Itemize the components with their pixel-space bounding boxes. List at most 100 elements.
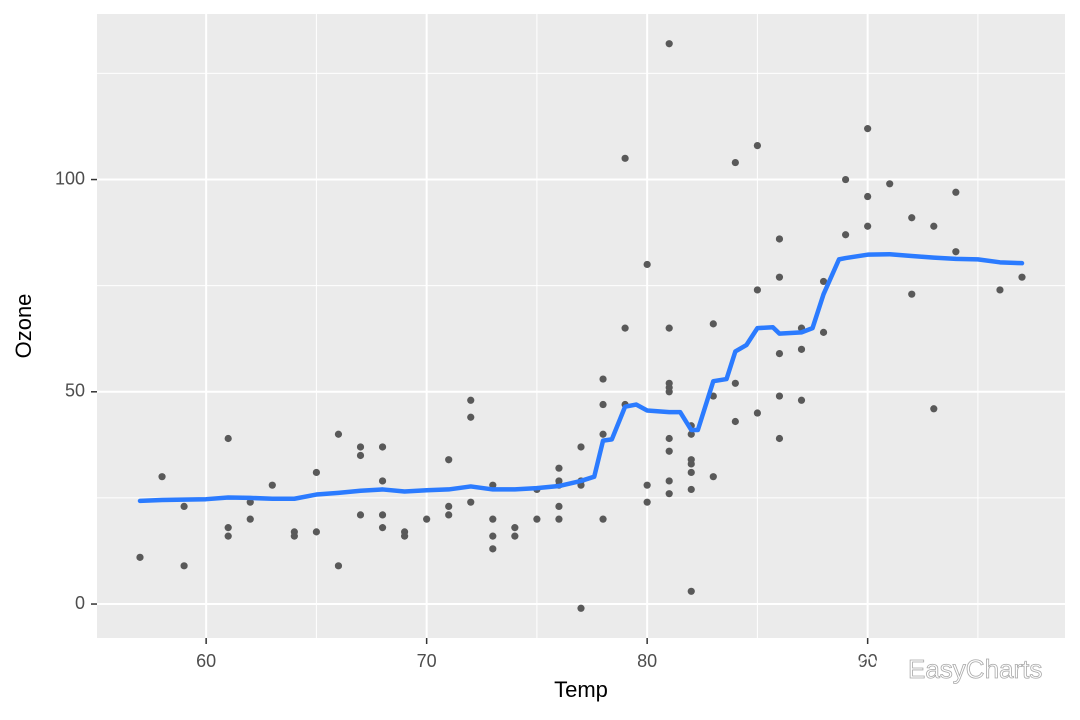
watermark-text: EasyCharts: [908, 654, 1042, 684]
x-tick-label: 70: [417, 651, 437, 671]
watermark-icon: [873, 665, 895, 687]
point: [775, 349, 784, 358]
point: [819, 277, 828, 286]
point: [599, 515, 607, 523]
point: [797, 345, 806, 353]
point: [312, 468, 320, 477]
point: [445, 456, 453, 464]
point: [511, 532, 519, 540]
point: [268, 481, 276, 489]
point: [290, 532, 298, 540]
point: [753, 286, 762, 294]
point: [577, 443, 585, 451]
point: [378, 524, 387, 532]
point: [158, 473, 166, 481]
point: [511, 524, 519, 532]
point: [930, 222, 938, 230]
point: [665, 324, 673, 332]
point: [996, 286, 1004, 294]
point: [467, 396, 475, 404]
point: [180, 502, 188, 511]
point: [356, 511, 365, 519]
point: [555, 464, 563, 472]
point: [864, 125, 872, 133]
point: [246, 515, 254, 523]
point: [687, 587, 695, 595]
marks: [136, 40, 1026, 612]
point: [400, 532, 409, 540]
y-axis-title: Ozone: [11, 294, 36, 359]
point: [599, 400, 607, 409]
point: [224, 434, 232, 443]
point: [886, 180, 894, 188]
point: [555, 515, 563, 523]
point: [665, 388, 673, 396]
point: [1018, 273, 1026, 281]
point: [731, 417, 739, 426]
point: [533, 515, 541, 523]
point: [864, 222, 872, 230]
point: [246, 498, 254, 506]
point: [819, 328, 828, 336]
point: [599, 430, 607, 438]
point: [775, 392, 784, 400]
point: [775, 434, 784, 443]
point: [334, 430, 343, 438]
point: [555, 502, 563, 511]
point: [224, 532, 232, 540]
point: [731, 379, 739, 387]
point: [643, 260, 651, 269]
watermark: EasyCharts: [856, 653, 1043, 687]
plot-panel: [97, 14, 1065, 638]
point: [577, 604, 585, 612]
point: [489, 532, 497, 540]
point: [952, 248, 960, 256]
point: [489, 545, 497, 553]
point: [842, 231, 850, 239]
point: [930, 405, 938, 413]
point: [621, 324, 629, 332]
point: [775, 235, 784, 243]
point: [180, 562, 188, 570]
x-tick-label: 60: [196, 651, 216, 671]
point: [467, 498, 475, 506]
point: [136, 553, 144, 561]
y-tick-label: 100: [55, 168, 85, 188]
point: [423, 515, 431, 523]
point: [467, 413, 475, 421]
point: [643, 498, 651, 506]
point: [445, 502, 453, 511]
point: [378, 511, 387, 519]
point: [224, 524, 232, 532]
smooth-line: [137, 252, 1025, 504]
point: [643, 481, 651, 489]
point: [709, 320, 717, 328]
point: [621, 154, 629, 162]
y-tick-label: 0: [75, 593, 85, 613]
point: [312, 528, 320, 536]
point: [908, 214, 916, 222]
point: [599, 375, 607, 383]
point: [665, 490, 673, 498]
point: [356, 443, 365, 451]
y-tick-label: 50: [65, 381, 85, 401]
point: [489, 515, 497, 523]
x-tick-label: 90: [858, 651, 878, 671]
point: [356, 451, 365, 460]
x-tick-label: 80: [637, 651, 657, 671]
point: [731, 158, 739, 167]
point: [908, 290, 916, 298]
point: [378, 477, 387, 485]
x-axis-title: Temp: [554, 677, 608, 702]
point: [687, 468, 695, 477]
point: [665, 40, 673, 48]
point: [665, 477, 673, 485]
point: [842, 175, 850, 184]
point: [665, 447, 673, 455]
point: [378, 443, 387, 451]
point: [753, 409, 762, 417]
point: [797, 396, 806, 404]
point: [864, 192, 872, 201]
point: [665, 434, 673, 443]
